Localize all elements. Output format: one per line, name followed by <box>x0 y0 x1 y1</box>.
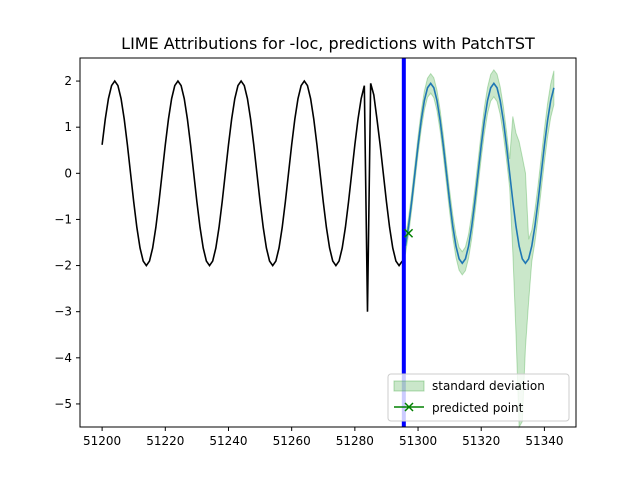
legend-std-label: standard deviation <box>432 379 545 393</box>
std-band <box>404 69 555 429</box>
x-tick-label: 51200 <box>83 434 121 448</box>
y-tick-label: 0 <box>64 166 72 180</box>
legend-std-swatch <box>393 380 425 392</box>
y-tick-label: −2 <box>54 259 72 273</box>
x-tick-label: 51220 <box>146 434 184 448</box>
legend-pred-label: predicted point <box>432 401 524 415</box>
plot-frame <box>79 57 577 428</box>
y-tick-label: −3 <box>54 305 72 319</box>
x-tick-label: 51340 <box>525 434 563 448</box>
x-tick-label: 51260 <box>273 434 311 448</box>
y-tick-label: −1 <box>54 212 72 226</box>
y-tick-label: 1 <box>64 120 72 134</box>
prediction-series-line <box>404 81 555 265</box>
history-series-line <box>101 79 403 312</box>
x-tick-label: 51320 <box>462 434 500 448</box>
y-tick-label: −4 <box>54 351 72 365</box>
x-tick-label: 51280 <box>336 434 374 448</box>
plot-area <box>101 58 555 429</box>
axes: 51200 51220 51240 51260 51280 51300 51320 51340… <box>54 74 563 448</box>
legend: standard deviation predicted point <box>387 373 570 422</box>
y-tick-label: −5 <box>54 397 72 411</box>
legend-pred-marker <box>404 402 414 412</box>
x-tick-label: 51300 <box>399 434 437 448</box>
predicted-point-marker <box>404 228 414 238</box>
x-tick-label: 51240 <box>209 434 247 448</box>
y-tick-label: 2 <box>64 74 72 88</box>
chart-title: LIME Attributions for -loc, predictions … <box>121 34 535 53</box>
legend-box <box>387 373 570 422</box>
